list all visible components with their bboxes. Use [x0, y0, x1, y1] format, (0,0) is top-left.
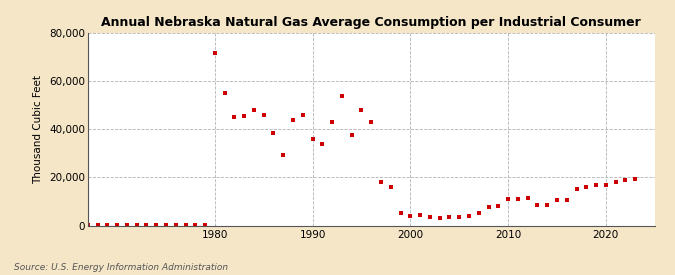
Y-axis label: Thousand Cubic Feet: Thousand Cubic Feet — [34, 75, 43, 184]
Title: Annual Nebraska Natural Gas Average Consumption per Industrial Consumer: Annual Nebraska Natural Gas Average Cons… — [101, 16, 641, 29]
Text: Source: U.S. Energy Information Administration: Source: U.S. Energy Information Administ… — [14, 263, 227, 272]
